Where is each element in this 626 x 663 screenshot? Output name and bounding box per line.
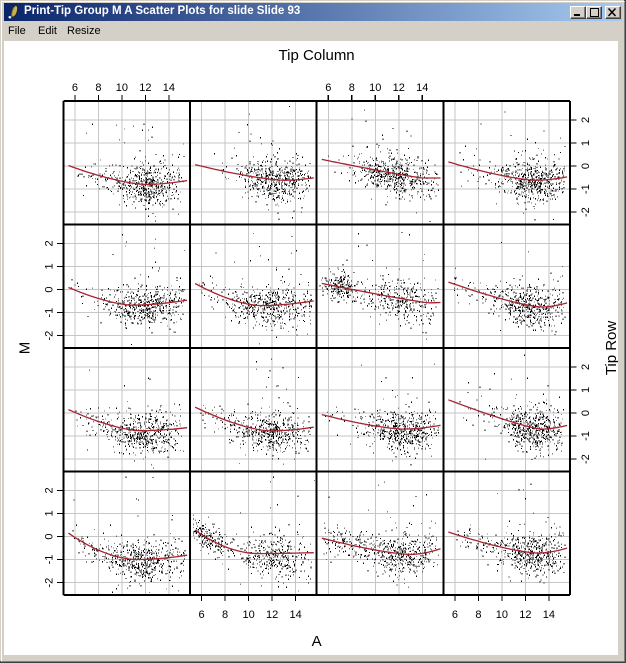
- svg-text:10: 10: [496, 609, 508, 621]
- svg-text:M: M: [17, 342, 34, 355]
- svg-text:10: 10: [242, 609, 254, 621]
- svg-text:Tip Row: Tip Row: [603, 321, 618, 376]
- svg-text:6: 6: [325, 82, 331, 94]
- svg-text:0: 0: [580, 163, 592, 169]
- svg-text:-1: -1: [43, 308, 55, 318]
- svg-text:-1: -1: [580, 184, 592, 194]
- svg-text:0: 0: [580, 410, 592, 416]
- svg-text:2: 2: [580, 117, 592, 123]
- svg-text:0: 0: [43, 533, 55, 539]
- svg-text:0: 0: [43, 286, 55, 292]
- svg-text:2: 2: [43, 240, 55, 246]
- svg-text:6: 6: [452, 609, 458, 621]
- svg-text:12: 12: [393, 82, 405, 94]
- svg-text:14: 14: [163, 82, 175, 94]
- svg-text:12: 12: [519, 609, 531, 621]
- svg-text:8: 8: [475, 609, 481, 621]
- svg-text:8: 8: [349, 82, 355, 94]
- svg-text:8: 8: [222, 609, 228, 621]
- svg-text:-2: -2: [580, 207, 592, 217]
- svg-text:14: 14: [289, 609, 301, 621]
- svg-text:Tip Column: Tip Column: [279, 47, 355, 64]
- svg-text:A: A: [312, 633, 322, 650]
- svg-text:-2: -2: [43, 331, 55, 341]
- svg-text:10: 10: [369, 82, 381, 94]
- svg-text:6: 6: [72, 82, 78, 94]
- svg-text:1: 1: [43, 263, 55, 269]
- svg-text:1: 1: [580, 387, 592, 393]
- svg-text:10: 10: [116, 82, 128, 94]
- svg-text:2: 2: [43, 487, 55, 493]
- svg-text:6: 6: [199, 609, 205, 621]
- svg-text:-2: -2: [43, 578, 55, 588]
- svg-text:-1: -1: [43, 555, 55, 565]
- svg-text:12: 12: [266, 609, 278, 621]
- svg-text:14: 14: [543, 609, 555, 621]
- svg-text:-1: -1: [580, 431, 592, 441]
- svg-text:1: 1: [43, 510, 55, 516]
- svg-text:12: 12: [139, 82, 151, 94]
- svg-text:2: 2: [580, 364, 592, 370]
- svg-text:-2: -2: [580, 454, 592, 464]
- svg-text:8: 8: [95, 82, 101, 94]
- svg-text:1: 1: [580, 140, 592, 146]
- svg-text:14: 14: [416, 82, 428, 94]
